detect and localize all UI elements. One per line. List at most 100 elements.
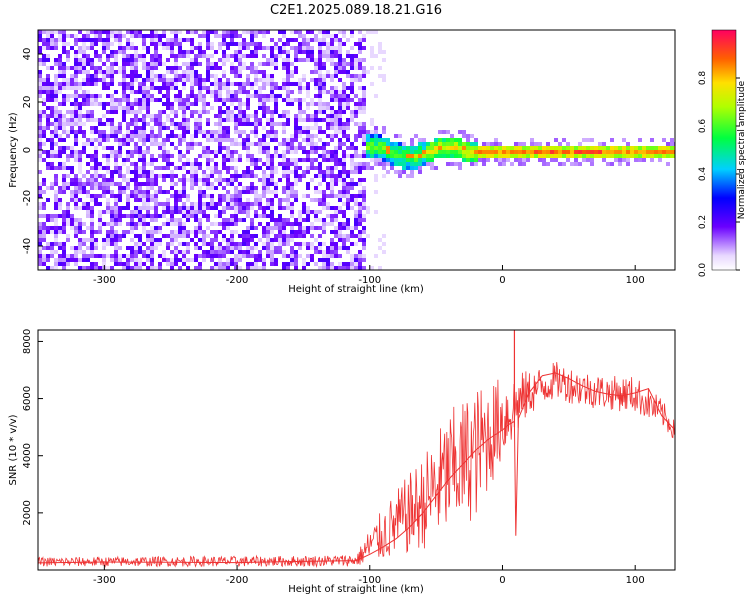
heatmap-cell bbox=[510, 146, 514, 150]
heatmap-cell bbox=[370, 138, 374, 142]
heatmap-cell bbox=[202, 194, 206, 198]
heatmap-cell bbox=[198, 114, 202, 118]
heatmap-cell bbox=[166, 210, 170, 214]
heatmap-cell bbox=[322, 66, 326, 70]
heatmap-cell bbox=[54, 250, 58, 254]
heatmap-cell bbox=[242, 42, 246, 46]
heatmap-cell bbox=[102, 82, 106, 86]
heatmap-cell bbox=[538, 146, 542, 150]
heatmap-cell bbox=[326, 222, 330, 226]
heatmap-cell bbox=[202, 134, 206, 138]
heatmap-cell bbox=[386, 142, 390, 146]
heatmap-cell bbox=[158, 262, 162, 266]
heatmap-cell bbox=[334, 230, 338, 234]
heatmap-cell bbox=[594, 150, 598, 154]
heatmap-cell bbox=[74, 190, 78, 194]
heatmap-cell bbox=[218, 86, 222, 90]
heatmap-cell bbox=[94, 70, 98, 74]
heatmap-cell bbox=[250, 50, 254, 54]
heatmap-cell bbox=[166, 190, 170, 194]
heatmap-cell bbox=[254, 202, 258, 206]
heatmap-cell bbox=[346, 74, 350, 78]
heatmap-cell bbox=[178, 50, 182, 54]
heatmap-cell bbox=[370, 30, 374, 34]
heatmap-cell bbox=[82, 190, 86, 194]
heatmap-cell bbox=[262, 46, 266, 50]
heatmap-cell bbox=[210, 242, 214, 246]
heatmap-cell bbox=[286, 146, 290, 150]
heatmap-cell bbox=[306, 30, 310, 34]
x-tick-label: -300 bbox=[93, 575, 116, 586]
heatmap-cell bbox=[42, 90, 46, 94]
heatmap-cell bbox=[310, 146, 314, 150]
heatmap-cell bbox=[282, 114, 286, 118]
heatmap-cell bbox=[178, 74, 182, 78]
heatmap-cell bbox=[66, 34, 70, 38]
heatmap-cell bbox=[222, 82, 226, 86]
heatmap-cell bbox=[58, 74, 62, 78]
heatmap-cell bbox=[186, 98, 190, 102]
heatmap-cell bbox=[206, 214, 210, 218]
heatmap-cell bbox=[234, 118, 238, 122]
heatmap-cell bbox=[234, 90, 238, 94]
heatmap-cell bbox=[582, 138, 586, 142]
heatmap-cell bbox=[46, 122, 50, 126]
heatmap-cell bbox=[230, 114, 234, 118]
heatmap-cell bbox=[422, 138, 426, 142]
heatmap-cell bbox=[162, 138, 166, 142]
heatmap-cell bbox=[282, 62, 286, 66]
heatmap-cell bbox=[106, 42, 110, 46]
heatmap-cell bbox=[198, 74, 202, 78]
heatmap-cell bbox=[126, 198, 130, 202]
heatmap-cell bbox=[70, 110, 74, 114]
heatmap-cell bbox=[154, 182, 158, 186]
heatmap-cell bbox=[122, 82, 126, 86]
heatmap-cell bbox=[222, 54, 226, 58]
heatmap-cell bbox=[218, 142, 222, 146]
heatmap-cell bbox=[130, 30, 134, 34]
heatmap-cell bbox=[430, 166, 434, 170]
heatmap-cell bbox=[238, 34, 242, 38]
heatmap-cell bbox=[334, 250, 338, 254]
heatmap-cell bbox=[90, 230, 94, 234]
heatmap-cell bbox=[74, 74, 78, 78]
heatmap-cell bbox=[158, 74, 162, 78]
heatmap-cell bbox=[102, 154, 106, 158]
heatmap-cell bbox=[142, 158, 146, 162]
heatmap-cell bbox=[266, 182, 270, 186]
heatmap-cell bbox=[274, 102, 278, 106]
heatmap-cell bbox=[342, 222, 346, 226]
heatmap-cell bbox=[166, 70, 170, 74]
heatmap-cell bbox=[338, 102, 342, 106]
heatmap-cell bbox=[246, 146, 250, 150]
heatmap-cell bbox=[194, 210, 198, 214]
heatmap-cell bbox=[78, 190, 82, 194]
heatmap-cell bbox=[154, 138, 158, 142]
heatmap-cell bbox=[302, 174, 306, 178]
heatmap-cell bbox=[134, 66, 138, 70]
heatmap-cell bbox=[314, 134, 318, 138]
heatmap-cell bbox=[318, 190, 322, 194]
heatmap-cell bbox=[202, 210, 206, 214]
heatmap-cell bbox=[354, 146, 358, 150]
heatmap-cell bbox=[222, 250, 226, 254]
heatmap-cell bbox=[290, 206, 294, 210]
heatmap-cell bbox=[194, 130, 198, 134]
heatmap-cell bbox=[50, 110, 54, 114]
heatmap-cell bbox=[634, 150, 638, 154]
heatmap-cell bbox=[270, 202, 274, 206]
heatmap-cell bbox=[58, 202, 62, 206]
heatmap-cell bbox=[270, 154, 274, 158]
heatmap-cell bbox=[418, 154, 422, 158]
heatmap-cell bbox=[42, 134, 46, 138]
heatmap-cell bbox=[146, 234, 150, 238]
heatmap-cell bbox=[58, 134, 62, 138]
heatmap-cell bbox=[130, 70, 134, 74]
heatmap-cell bbox=[230, 142, 234, 146]
heatmap-cell bbox=[194, 178, 198, 182]
heatmap-cell bbox=[62, 222, 66, 226]
heatmap-cell bbox=[414, 166, 418, 170]
heatmap-cell bbox=[150, 254, 154, 258]
heatmap-cell bbox=[182, 138, 186, 142]
